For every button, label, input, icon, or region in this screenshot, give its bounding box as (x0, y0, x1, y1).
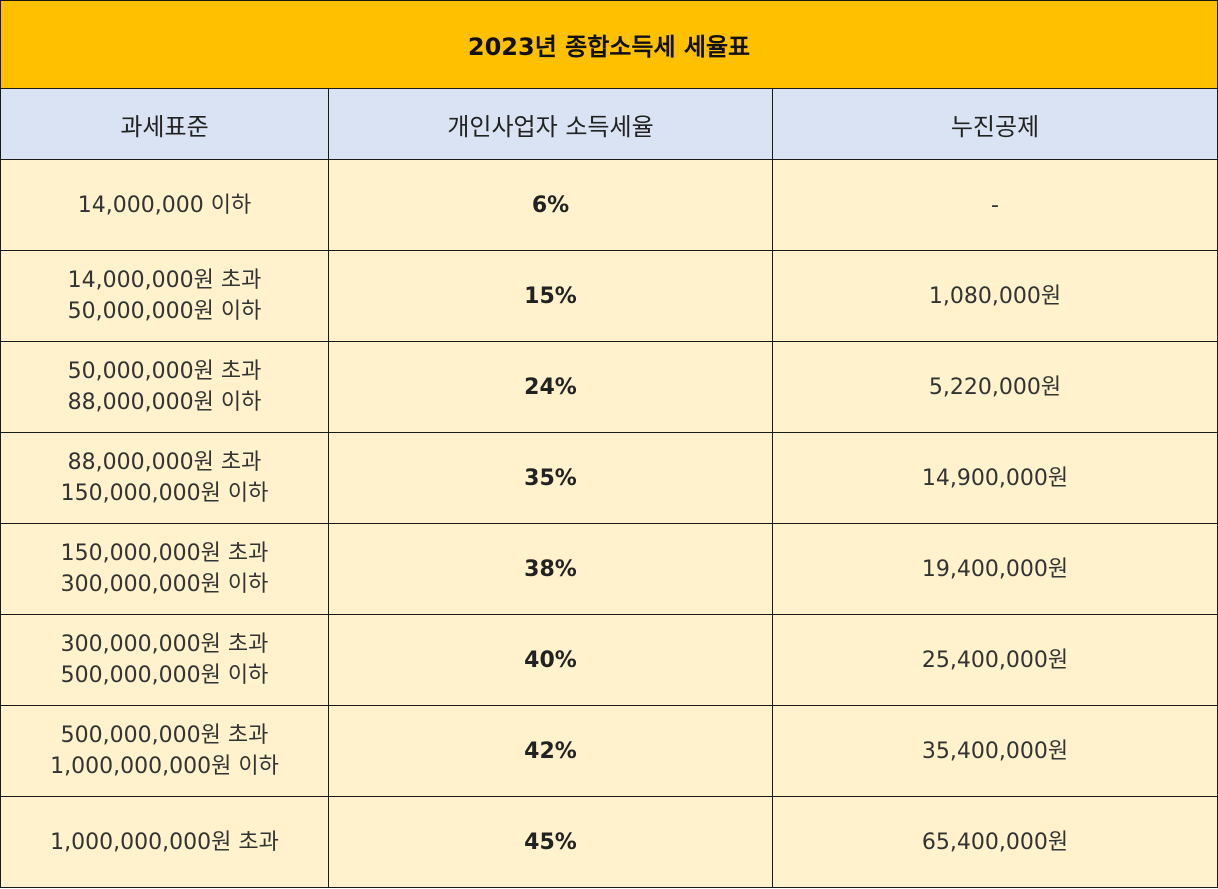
table-row: 50,000,000원 초과 88,000,000원 이하 24% 5,220,… (0, 341, 1218, 433)
deduction-cell: 65,400,000원 (771, 796, 1218, 888)
range-lower-text: 300,000,000원 초과 (60, 632, 269, 657)
table-row: 300,000,000원 초과 500,000,000원 이하 40% 25,4… (0, 614, 1218, 706)
rate-cell: 42% (328, 705, 773, 797)
tax-base-cell: 1,000,000,000원 초과 (0, 796, 329, 888)
range-upper-text: 1,000,000,000원 이하 (50, 754, 279, 779)
table-row: 500,000,000원 초과 1,000,000,000원 이하 42% 35… (0, 705, 1218, 797)
tax-base-cell: 14,000,000 이하 (0, 159, 329, 251)
range-text: 1,000,000,000원 초과 (50, 829, 279, 855)
table-row: 14,000,000 이하 6% - (0, 159, 1218, 251)
deduction-cell: 19,400,000원 (771, 523, 1218, 615)
tax-base-cell: 300,000,000원 초과 500,000,000원 이하 (0, 614, 329, 706)
deduction-cell: 25,400,000원 (771, 614, 1218, 706)
header-tax-rate: 개인사업자 소득세율 (328, 88, 773, 160)
header-deduction: 누진공제 (771, 88, 1218, 160)
table-row: 88,000,000원 초과 150,000,000원 이하 35% 14,90… (0, 432, 1218, 524)
rate-cell: 35% (328, 432, 773, 524)
tax-base-cell: 88,000,000원 초과 150,000,000원 이하 (0, 432, 329, 524)
deduction-cell: 35,400,000원 (771, 705, 1218, 797)
rate-cell: 45% (328, 796, 773, 888)
tax-base-cell: 50,000,000원 초과 88,000,000원 이하 (0, 341, 329, 433)
range-upper-text: 88,000,000원 이하 (67, 390, 262, 415)
rate-cell: 24% (328, 341, 773, 433)
tax-base-cell: 500,000,000원 초과 1,000,000,000원 이하 (0, 705, 329, 797)
table-row: 1,000,000,000원 초과 45% 65,400,000원 (0, 796, 1218, 888)
table-row: 150,000,000원 초과 300,000,000원 이하 38% 19,4… (0, 523, 1218, 615)
header-tax-base: 과세표준 (0, 88, 329, 160)
table-row: 14,000,000원 초과 50,000,000원 이하 15% 1,080,… (0, 250, 1218, 342)
rate-cell: 15% (328, 250, 773, 342)
range-upper-text: 300,000,000원 이하 (60, 572, 269, 597)
tax-base-cell: 150,000,000원 초과 300,000,000원 이하 (0, 523, 329, 615)
range-upper-text: 150,000,000원 이하 (60, 481, 269, 506)
deduction-cell: 5,220,000원 (771, 341, 1218, 433)
deduction-cell: 14,900,000원 (771, 432, 1218, 524)
rate-cell: 6% (328, 159, 773, 251)
header-row: 과세표준 개인사업자 소득세율 누진공제 (0, 88, 1218, 160)
range-lower-text: 500,000,000원 초과 (60, 723, 269, 748)
deduction-cell: - (771, 159, 1218, 251)
range-upper-text: 500,000,000원 이하 (60, 663, 269, 688)
range-upper-text: 50,000,000원 이하 (67, 299, 262, 324)
range-text: 14,000,000 이하 (77, 192, 252, 218)
rate-cell: 38% (328, 523, 773, 615)
table-title: 2023년 종합소득세 세율표 (0, 0, 1218, 89)
range-lower-text: 14,000,000원 초과 (67, 268, 262, 293)
range-lower-text: 50,000,000원 초과 (67, 359, 262, 384)
deduction-cell: 1,080,000원 (771, 250, 1218, 342)
title-row: 2023년 종합소득세 세율표 (0, 0, 1218, 89)
range-lower-text: 88,000,000원 초과 (67, 450, 262, 475)
rate-cell: 40% (328, 614, 773, 706)
range-lower-text: 150,000,000원 초과 (60, 541, 269, 566)
tax-base-cell: 14,000,000원 초과 50,000,000원 이하 (0, 250, 329, 342)
